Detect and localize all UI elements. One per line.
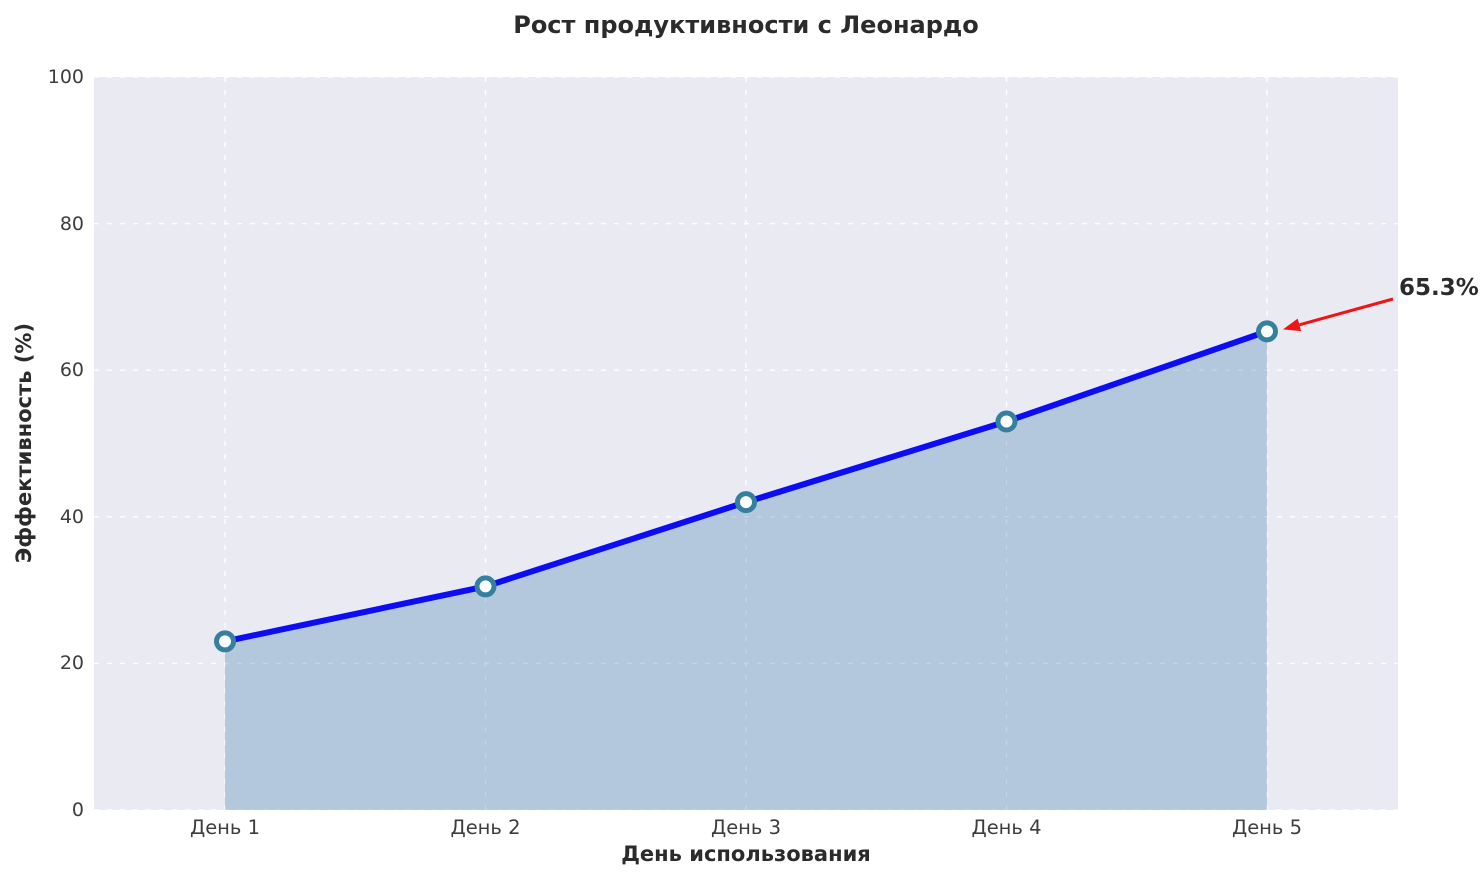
- x-tick-label: День 4: [971, 816, 1042, 839]
- y-tick-label: 40: [59, 505, 84, 528]
- annotation-label: 65.3%: [1399, 275, 1479, 301]
- x-tick-label: День 3: [710, 816, 782, 839]
- x-axis-label: День использования: [621, 842, 871, 866]
- y-tick-label: 80: [59, 212, 84, 235]
- y-tick-label: 0: [71, 799, 84, 821]
- chart-title: Рост продуктивности с Леонардо: [513, 11, 979, 39]
- x-tick-label: День 1: [189, 816, 261, 839]
- y-tick-label: 100: [47, 66, 84, 88]
- x-tick-label: День 5: [1231, 816, 1303, 839]
- y-tick-label: 60: [59, 359, 84, 382]
- y-tick-label: 20: [59, 652, 84, 675]
- x-tick-label: День 2: [450, 816, 521, 839]
